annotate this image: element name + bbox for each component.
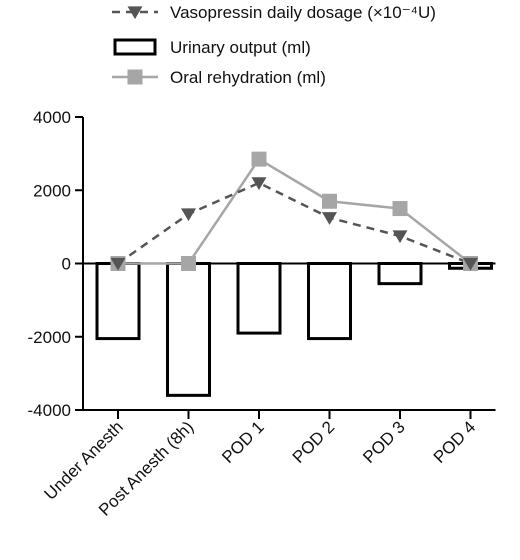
bar-urinary-output-4 <box>377 262 423 286</box>
legend-label-1: Urinary output (ml) <box>170 38 311 57</box>
point-vasopressin-4 <box>392 230 408 244</box>
legend-label-0: Vasopressin daily dosage (×10⁻⁴U) <box>170 3 436 22</box>
point-oral-rehydration-3 <box>322 193 337 209</box>
point-vasopressin-3 <box>322 212 337 225</box>
bar-urinary-output-0 <box>95 262 141 341</box>
y-tick-label-0: -4000 <box>28 401 71 420</box>
bar-urinary-output-1 <box>166 262 211 397</box>
x-tick-label-2: POD 1 <box>218 417 268 467</box>
point-oral-rehydration-4 <box>392 201 408 217</box>
point-oral-rehydration-2 <box>251 151 267 167</box>
bar-series <box>95 262 493 397</box>
y-tick-label-2: 0 <box>62 255 71 274</box>
point-vasopressin-5 <box>463 257 478 271</box>
point-vasopressin-1 <box>181 208 196 222</box>
line-vasopressin <box>117 181 471 265</box>
x-tick-label-5: POD 4 <box>430 417 480 467</box>
y-tick-label-4: 4000 <box>33 108 71 127</box>
point-oral-rehydration-1 <box>181 256 196 271</box>
legend-swatch-urinary-output <box>113 38 157 56</box>
legend-marker-oral-rehydration <box>127 69 143 85</box>
line-series <box>110 151 478 271</box>
point-vasopressin-0 <box>110 257 126 271</box>
point-vasopressin-2 <box>251 177 267 191</box>
y-tick-label-3: 2000 <box>33 181 71 200</box>
legend-label-2: Oral rehydration (ml) <box>170 68 326 87</box>
bar-urinary-output-3 <box>307 262 352 341</box>
x-tick-label-4: POD 3 <box>359 417 409 467</box>
bar-urinary-output-2 <box>236 262 282 335</box>
x-tick-label-3: POD 2 <box>289 417 339 467</box>
legend: Vasopressin daily dosage (×10⁻⁴U) Urinary… <box>112 3 436 87</box>
legend-marker-vasopressin <box>127 6 143 20</box>
y-tick-label-1: -2000 <box>28 328 71 347</box>
line-oral-rehydration <box>118 157 472 265</box>
